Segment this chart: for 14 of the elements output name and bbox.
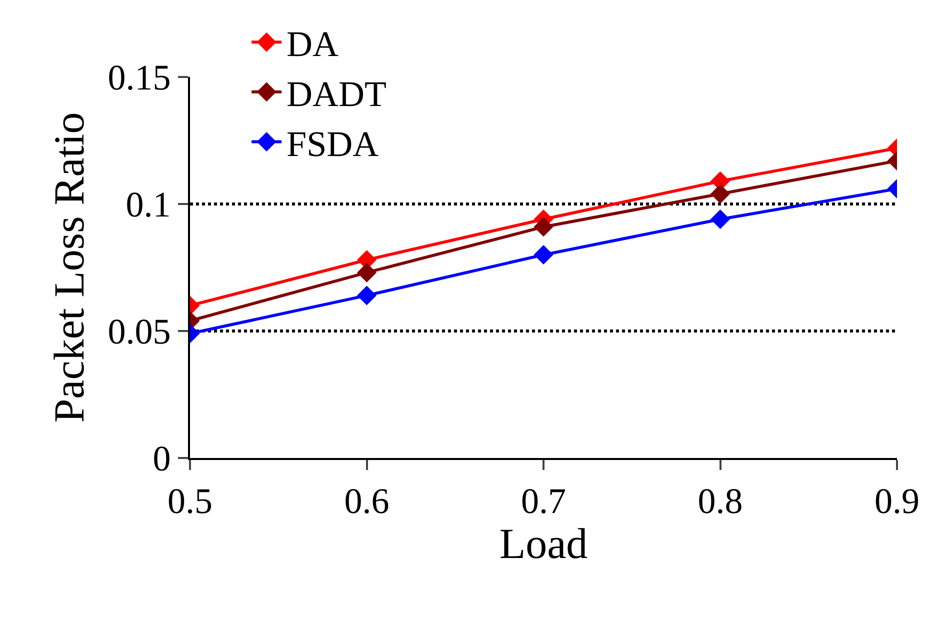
y-axis-title: Packet Loss Ratio [46, 112, 94, 423]
x-tick-label: 0.5 [168, 481, 212, 522]
y-tick-label: 0.05 [108, 312, 171, 352]
x-axis-title: Load [499, 521, 588, 568]
legend-label: DADT [286, 74, 387, 114]
y-tick-label: 0.15 [108, 58, 171, 98]
x-tick-label: 0.7 [521, 481, 566, 522]
legend-label: FSDA [286, 124, 379, 164]
y-tick-label: 0 [152, 438, 171, 479]
x-tick-label: 0.6 [344, 481, 390, 522]
x-tick-label: 0.8 [698, 481, 743, 522]
legend-label: DA [286, 24, 339, 64]
x-tick-label: 0.9 [874, 481, 920, 522]
y-tick-label: 0.1 [126, 184, 171, 225]
